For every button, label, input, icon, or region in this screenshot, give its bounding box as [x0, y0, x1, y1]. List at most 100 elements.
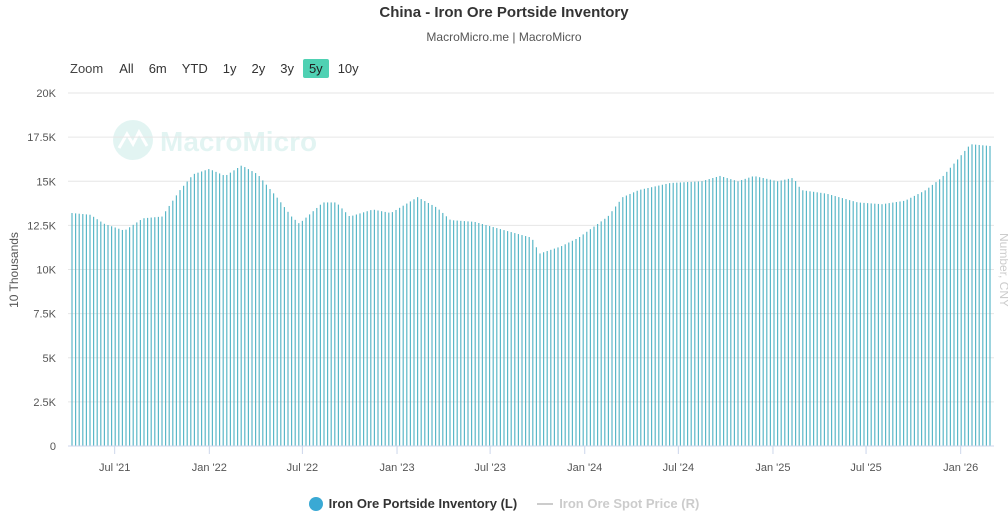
bar	[453, 220, 455, 446]
y-tick-label: 15K	[36, 176, 56, 188]
bar	[327, 202, 329, 446]
bar	[478, 223, 480, 446]
bar	[449, 219, 451, 446]
bar	[679, 182, 681, 446]
bar	[273, 193, 275, 446]
bar	[949, 167, 951, 446]
x-tick-label: Jul '25	[850, 462, 881, 474]
bar	[597, 223, 599, 446]
bar	[586, 231, 588, 446]
bar	[460, 220, 462, 446]
bar	[928, 187, 930, 446]
bar	[276, 197, 278, 446]
bar	[139, 220, 141, 446]
bar	[564, 244, 566, 446]
bar	[485, 225, 487, 446]
bar	[424, 201, 426, 446]
bar	[96, 219, 98, 446]
bar	[168, 205, 170, 446]
bar	[377, 210, 379, 446]
bar	[957, 159, 959, 446]
bar	[111, 226, 113, 446]
bar	[773, 180, 775, 446]
bar	[676, 182, 678, 446]
bar	[852, 201, 854, 446]
bar	[615, 206, 617, 446]
bar	[489, 226, 491, 446]
bar	[352, 215, 354, 446]
bar	[165, 211, 167, 446]
bar	[708, 179, 710, 447]
legend-dot-icon	[308, 496, 323, 511]
bar	[388, 212, 390, 446]
bar	[870, 203, 872, 446]
bar	[658, 185, 660, 446]
bar	[179, 190, 181, 446]
bar	[93, 216, 95, 446]
x-tick-label: Jul '24	[663, 462, 694, 474]
bar	[521, 235, 523, 446]
bar	[525, 236, 527, 446]
bar	[600, 221, 602, 446]
bar	[442, 212, 444, 446]
bar	[859, 202, 861, 446]
bar	[831, 195, 833, 446]
legend-item-inventory[interactable]: Iron Ore Portside Inventory (L)	[308, 496, 518, 511]
bar	[535, 247, 537, 446]
bar	[481, 224, 483, 446]
bar	[651, 187, 653, 446]
bar	[445, 216, 447, 446]
bar	[795, 181, 797, 446]
y-axis-label: 10 Thousands	[7, 232, 21, 308]
bar	[262, 180, 264, 446]
bar	[471, 221, 473, 446]
bar	[769, 179, 771, 446]
zoom-button-all[interactable]: All	[119, 61, 134, 76]
x-tick-label: Jan '26	[943, 462, 978, 474]
bar	[298, 223, 300, 446]
bar	[103, 223, 105, 446]
bar	[370, 210, 372, 446]
bar	[409, 201, 411, 446]
legend-item-spot-price[interactable]: Iron Ore Spot Price (R)	[537, 496, 699, 511]
bar	[885, 203, 887, 446]
bar	[694, 181, 696, 446]
bar	[157, 216, 159, 446]
bar	[237, 168, 239, 446]
zoom-button-3y[interactable]: 3y	[280, 61, 294, 76]
bar	[323, 202, 325, 446]
bar	[222, 175, 224, 447]
bar	[726, 178, 728, 446]
bar	[593, 226, 595, 446]
bar	[514, 233, 516, 446]
bar	[211, 170, 213, 446]
y-tick-label: 2.5K	[33, 397, 56, 409]
legend-line-icon	[537, 502, 554, 505]
zoom-button-2y[interactable]: 2y	[251, 61, 266, 76]
bar	[953, 163, 955, 446]
watermark-logo-mark	[117, 128, 149, 149]
zoom-button-5y[interactable]: 5y	[302, 59, 329, 78]
bar	[967, 146, 969, 446]
bar	[183, 185, 185, 447]
bar	[391, 212, 393, 446]
bar	[229, 172, 231, 446]
zoom-button-10y[interactable]: 10y	[337, 61, 359, 76]
y-tick-label: 10K	[36, 265, 56, 277]
bar	[759, 177, 761, 446]
bar	[345, 212, 347, 446]
bar	[978, 144, 980, 446]
bar	[316, 207, 318, 446]
bar	[201, 171, 203, 446]
bar	[985, 145, 987, 446]
bar	[802, 190, 804, 446]
bar	[964, 150, 966, 446]
zoom-button-6m[interactable]: 6m	[148, 61, 167, 76]
legend-label-inventory: Iron Ore Portside Inventory (L)	[328, 496, 518, 511]
zoom-button-ytd[interactable]: YTD	[181, 61, 208, 76]
bar	[150, 217, 152, 446]
bar	[467, 221, 469, 446]
bar	[208, 169, 210, 446]
bar	[215, 171, 217, 447]
zoom-button-1y[interactable]: 1y	[222, 61, 237, 76]
